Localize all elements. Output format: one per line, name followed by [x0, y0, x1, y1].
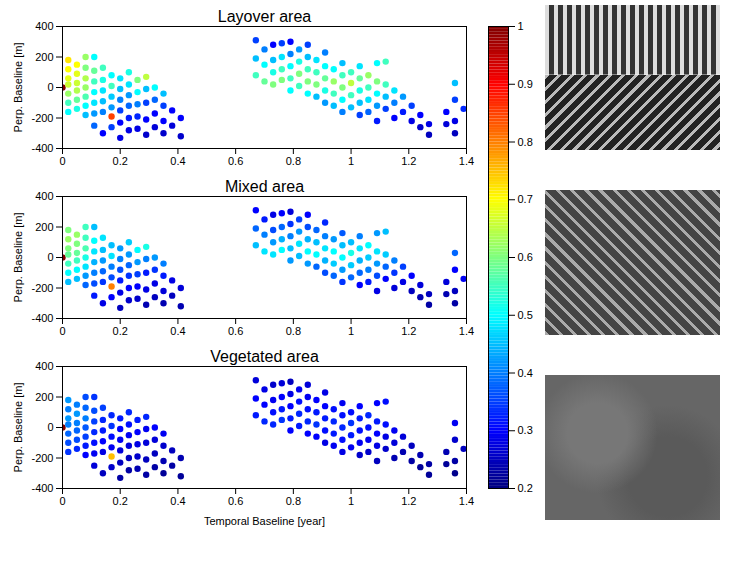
svg-text:0.2: 0.2 [113, 495, 128, 507]
svg-text:1.2: 1.2 [401, 325, 416, 337]
svg-text:-200: -200 [31, 112, 53, 124]
svg-text:-200: -200 [31, 282, 53, 294]
svg-text:1.2: 1.2 [401, 155, 416, 167]
svg-text:0: 0 [47, 251, 53, 263]
svg-text:0.4: 0.4 [170, 495, 185, 507]
svg-text:1.4: 1.4 [459, 495, 474, 507]
svg-text:-400: -400 [31, 482, 53, 494]
svg-text:0.6: 0.6 [228, 495, 243, 507]
svg-text:0.4: 0.4 [170, 325, 185, 337]
svg-text:0.7: 0.7 [518, 193, 533, 205]
svg-text:1.4: 1.4 [459, 155, 474, 167]
svg-text:0: 0 [47, 81, 53, 93]
svg-text:0.2: 0.2 [113, 155, 128, 167]
svg-text:0.3: 0.3 [518, 424, 533, 436]
svg-text:0.4: 0.4 [170, 155, 185, 167]
svg-text:Perp. Baseline [m]: Perp. Baseline [m] [12, 383, 24, 473]
svg-text:Layover area: Layover area [218, 8, 311, 25]
svg-text:0: 0 [59, 495, 65, 507]
svg-text:0.9: 0.9 [518, 78, 533, 90]
svg-text:0: 0 [47, 421, 53, 433]
svg-text:200: 200 [35, 221, 53, 233]
svg-text:0.2: 0.2 [518, 482, 533, 494]
svg-text:0.6: 0.6 [228, 325, 243, 337]
svg-text:Vegetated area: Vegetated area [210, 348, 319, 365]
svg-text:1.2: 1.2 [401, 495, 416, 507]
svg-text:0.8: 0.8 [286, 495, 301, 507]
svg-text:1.4: 1.4 [459, 325, 474, 337]
svg-text:400: 400 [35, 20, 53, 32]
svg-text:200: 200 [35, 51, 53, 63]
svg-text:0.8: 0.8 [286, 155, 301, 167]
svg-text:1: 1 [348, 325, 354, 337]
svg-text:200: 200 [35, 391, 53, 403]
svg-text:0: 0 [59, 325, 65, 337]
svg-text:-400: -400 [31, 312, 53, 324]
svg-text:0.8: 0.8 [518, 136, 533, 148]
svg-text:0.6: 0.6 [228, 155, 243, 167]
svg-text:400: 400 [35, 190, 53, 202]
svg-text:0.2: 0.2 [113, 325, 128, 337]
svg-text:Perp. Baseline [m]: Perp. Baseline [m] [12, 213, 24, 303]
svg-text:0: 0 [59, 155, 65, 167]
svg-text:1: 1 [348, 495, 354, 507]
svg-text:Perp. Baseline [m]: Perp. Baseline [m] [12, 43, 24, 133]
svg-text:0.5: 0.5 [518, 309, 533, 321]
svg-text:Mixed area: Mixed area [225, 178, 304, 195]
svg-text:400: 400 [35, 360, 53, 372]
svg-text:0.8: 0.8 [286, 325, 301, 337]
svg-text:1: 1 [348, 155, 354, 167]
svg-text:0.6: 0.6 [518, 251, 533, 263]
svg-text:1: 1 [518, 20, 524, 32]
svg-text:0.4: 0.4 [518, 367, 533, 379]
svg-text:Temporal Baseline [year]: Temporal Baseline [year] [204, 515, 325, 527]
svg-text:-200: -200 [31, 452, 53, 464]
svg-text:-400: -400 [31, 142, 53, 154]
